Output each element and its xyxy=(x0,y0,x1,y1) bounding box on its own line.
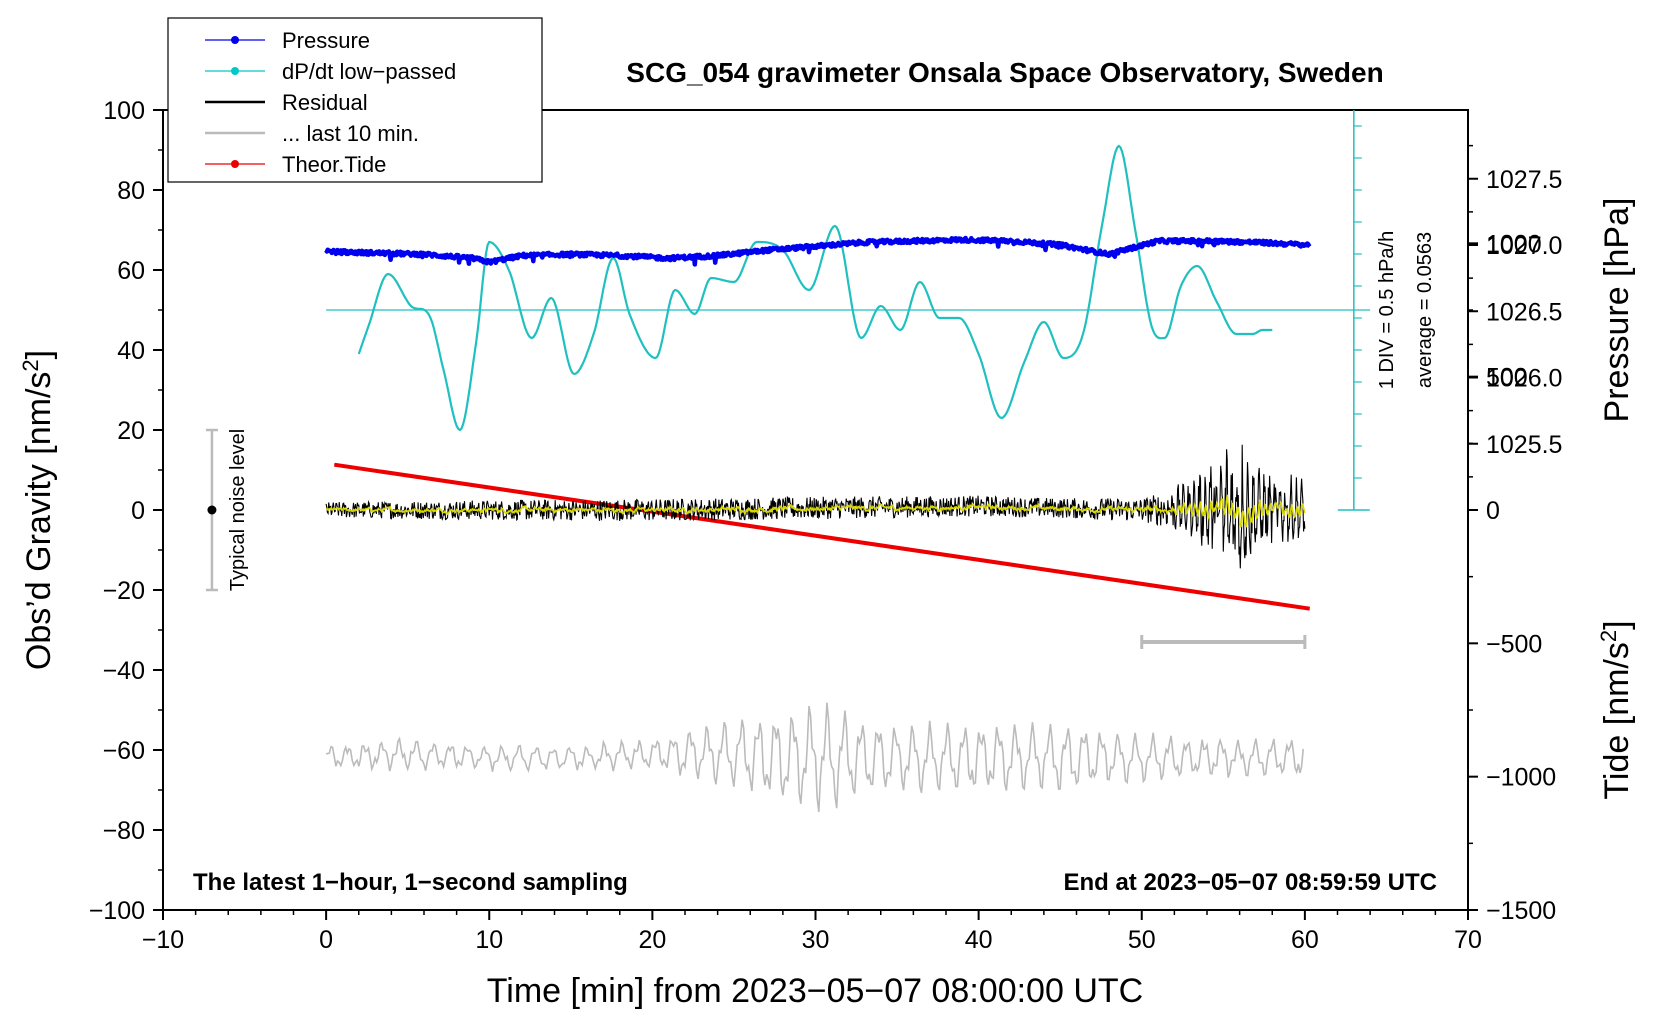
y-tick-label: −40 xyxy=(103,657,145,685)
x-tick-label: 50 xyxy=(1128,926,1156,954)
series-residual-smoothed xyxy=(325,494,1306,529)
pressure-tick-label: 1027.0 xyxy=(1486,232,1562,260)
y-tick-label: 40 xyxy=(117,337,145,365)
y-tick-label: −100 xyxy=(89,897,145,925)
y-tick-label: 60 xyxy=(117,257,145,285)
y-axis-title-left: Obs’d Gravity [nm/s2] xyxy=(18,350,58,670)
x-tick-label: 20 xyxy=(638,926,666,954)
y-axis-title-pressure: Pressure [hPa] xyxy=(1598,198,1636,423)
tide-tick-label: −500 xyxy=(1486,630,1542,658)
series-last-10-min xyxy=(326,702,1304,813)
series-pressure xyxy=(324,235,1312,267)
x-tick-label: −10 xyxy=(142,926,184,954)
legend-label: Theor.Tide xyxy=(282,152,386,177)
noise-level-label: Typical noise level xyxy=(227,429,249,591)
tide-tick-label: 0 xyxy=(1486,497,1500,525)
series-dpdt-lowpassed xyxy=(357,144,1273,432)
x-axis-title: Time [min] from 2023−05−07 08:00:00 UTC xyxy=(487,972,1143,1010)
legend-label: dP/dt low−passed xyxy=(282,59,456,84)
x-tick-label: 70 xyxy=(1454,926,1482,954)
x-tick-label: 40 xyxy=(965,926,993,954)
y-tick-label: 0 xyxy=(131,497,145,525)
series-theor-tide xyxy=(333,462,1311,611)
legend-label: Pressure xyxy=(282,28,370,53)
y-tick-label: −20 xyxy=(103,577,145,605)
pressure-tick-label: 1026.5 xyxy=(1486,298,1562,326)
end-time-annotation: End at 2023−05−07 08:59:59 UTC xyxy=(1063,869,1437,896)
y-tick-label: −80 xyxy=(103,817,145,845)
legend-marker xyxy=(231,36,239,44)
x-tick-label: 30 xyxy=(802,926,830,954)
div-annotation: 1 DIV = 0.5 hPa/h xyxy=(1376,231,1398,389)
legend: Pressure dP/dt low−passed Residual ... last… xyxy=(167,17,543,183)
legend-label: Residual xyxy=(282,90,368,115)
tide-tick-label: 1000 xyxy=(1486,230,1542,258)
y-tick-label: 100 xyxy=(103,97,145,125)
x-tick-label: 0 xyxy=(319,926,333,954)
y-tick-label: 80 xyxy=(117,177,145,205)
legend-label: ... last 10 min. xyxy=(282,121,419,146)
legend-box xyxy=(167,17,543,183)
noise-bar-center xyxy=(207,505,217,515)
average-annotation: average = 0.0563 xyxy=(1414,232,1436,388)
pressure-tick-label: 1025.5 xyxy=(1486,431,1562,459)
y-tick-label: −60 xyxy=(103,737,145,765)
tide-tick-label: −1500 xyxy=(1486,897,1556,925)
x-tick-label: 10 xyxy=(475,926,503,954)
pressure-tick-label: 1027.5 xyxy=(1486,166,1562,194)
legend-marker xyxy=(231,160,239,168)
chart-title: SCG_054 gravimeter Onsala Space Observat… xyxy=(626,57,1383,88)
y-axis-title-tide: Tide [nm/s2] xyxy=(1596,620,1636,799)
legend-marker xyxy=(231,67,239,75)
tide-tick-label: 500 xyxy=(1486,364,1528,392)
x-tick-label: 60 xyxy=(1291,926,1319,954)
pressure-tick-label: 1026.0 xyxy=(1486,365,1562,393)
sampling-annotation: The latest 1−hour, 1−second sampling xyxy=(193,869,628,896)
y-tick-label: 20 xyxy=(117,417,145,445)
tide-tick-label: −1000 xyxy=(1486,764,1556,792)
